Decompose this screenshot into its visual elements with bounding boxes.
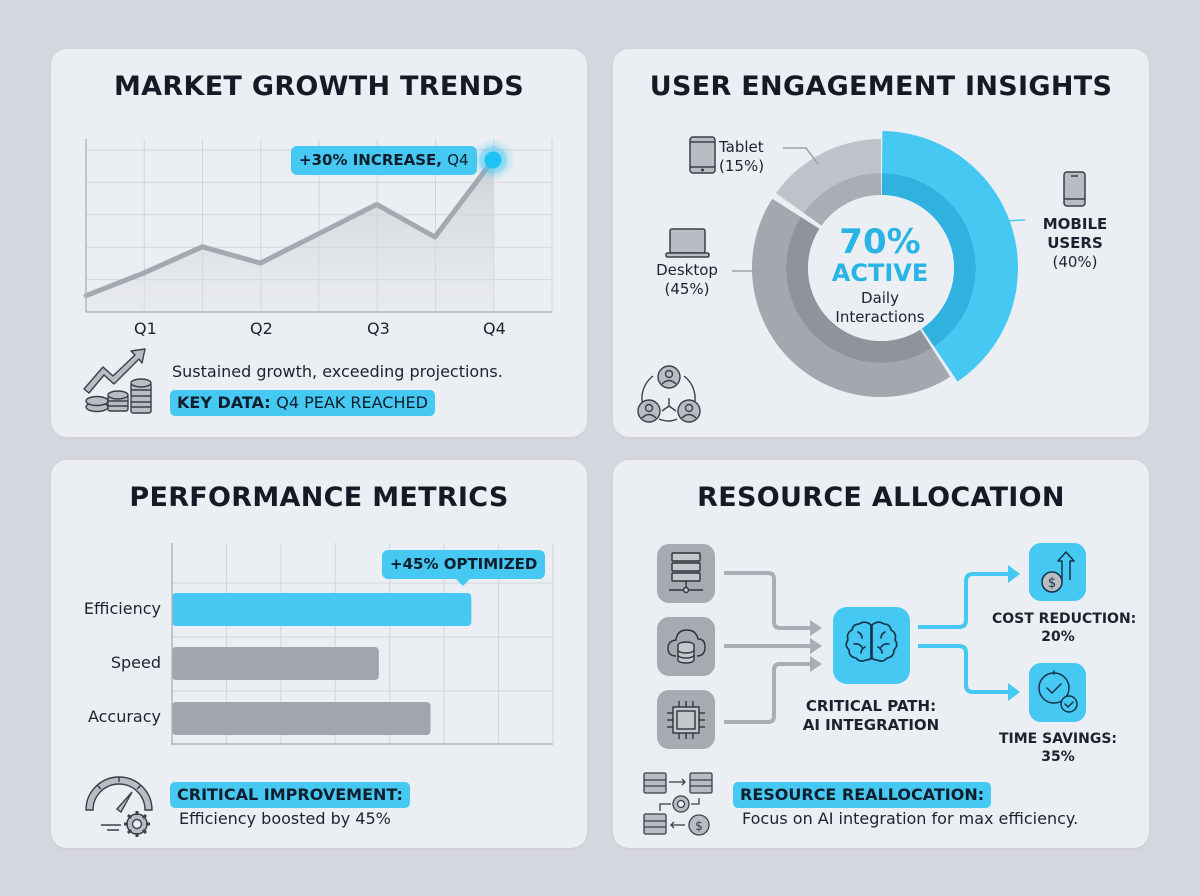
cloud-database-icon[interactable] xyxy=(657,617,715,676)
x-tick-q1: Q1 xyxy=(134,319,157,338)
mobile-label: MOBILE USERS (40%) xyxy=(1023,215,1127,272)
donut-segment-tablet[interactable] xyxy=(775,139,881,213)
input-connectors xyxy=(724,571,812,724)
resource-allocation-panel: RESOURCE ALLOCATION xyxy=(613,460,1149,848)
hub-label: CRITICAL PATH: AI INTEGRATION xyxy=(801,697,941,735)
y-tick-accuracy: Accuracy xyxy=(87,707,161,726)
peak-callout: +30% INCREASE, Q4 xyxy=(291,146,477,175)
panel-title: RESOURCE ALLOCATION xyxy=(697,482,1065,513)
callout-pointer xyxy=(456,579,470,586)
cpu-chip-icon[interactable] xyxy=(657,690,715,749)
speedometer-gear-icon xyxy=(85,776,153,837)
mobile-leader-line xyxy=(1001,219,1026,222)
market-growth-panel: MARKET GROWTH TRENDS +30% INCREASE, Q4 xyxy=(51,49,587,437)
donut-chart xyxy=(637,131,1086,423)
mobile-icon xyxy=(1063,171,1086,207)
key-data-label: KEY DATA: xyxy=(177,393,271,412)
peak-marker[interactable] xyxy=(471,138,515,182)
key-data-badge: KEY DATA: Q4 PEAK REACHED xyxy=(170,390,435,416)
donut-segment-mobile[interactable] xyxy=(881,131,1018,382)
reallocation-badge: RESOURCE REALLOCATION: xyxy=(733,782,992,808)
bar-accuracy[interactable] xyxy=(172,702,431,735)
time-savings-label: TIME SAVINGS: 35% xyxy=(992,730,1124,766)
y-tick-efficiency: Efficiency xyxy=(83,599,161,618)
desktop-name: Desktop xyxy=(656,261,718,279)
donut-hole xyxy=(808,195,954,341)
center-sub-1: Daily xyxy=(861,289,899,307)
tablet-name: Tablet xyxy=(719,138,764,156)
donut-inner-desktop[interactable] xyxy=(786,216,933,363)
key-data-value: Q4 PEAK REACHED xyxy=(276,393,428,412)
donut-inner-mobile[interactable] xyxy=(881,173,976,347)
flow-diagram: $ xyxy=(643,543,1086,836)
growth-coins-icon xyxy=(83,348,152,414)
donut-inner-tablet[interactable] xyxy=(803,173,881,226)
tablet-icon xyxy=(689,136,716,174)
tablet-value: (15%) xyxy=(719,157,765,175)
desktop-value: (45%) xyxy=(664,280,710,298)
area-fill xyxy=(86,160,493,312)
dollar-up-arrow-icon[interactable]: $ xyxy=(1029,543,1086,601)
optimized-callout: +45% OPTIMIZED xyxy=(382,550,546,579)
panel-title: MARKET GROWTH TRENDS xyxy=(114,71,524,102)
bar-speed[interactable] xyxy=(172,647,379,680)
chart-grid xyxy=(172,543,554,744)
tablet-label: Tablet (15%) xyxy=(719,138,764,176)
mobile-name-1: MOBILE xyxy=(1042,215,1108,233)
summary-text: Efficiency boosted by 45% xyxy=(179,809,391,828)
tablet-leader-line xyxy=(783,147,819,165)
hub-label-1: CRITICAL PATH: xyxy=(805,697,937,715)
performance-metrics-panel: PERFORMANCE METRICS xyxy=(51,460,587,848)
trend-line xyxy=(83,157,496,299)
center-sub-2: Interactions xyxy=(835,308,925,326)
mobile-name-2: USERS xyxy=(1047,234,1103,252)
bar-chart xyxy=(85,543,554,837)
donut-segment-desktop[interactable] xyxy=(752,198,951,397)
cost-label: COST REDUCTION: xyxy=(992,611,1137,627)
x-tick-q3: Q3 xyxy=(367,319,390,338)
critical-improvement-badge: CRITICAL IMPROVEMENT: xyxy=(170,782,410,808)
time-value: 35% xyxy=(1041,749,1075,765)
reallocation-icon xyxy=(643,772,713,836)
cost-reduction-label: COST REDUCTION: 20% xyxy=(992,610,1137,646)
brain-icon[interactable] xyxy=(833,607,910,684)
cost-value: 20% xyxy=(1041,629,1075,645)
y-tick-speed: Speed xyxy=(110,653,161,672)
x-tick-q2: Q2 xyxy=(250,319,273,338)
user-engagement-panel: USER ENGAGEMENT INSIGHTS xyxy=(613,49,1149,437)
summary-text: Sustained growth, exceeding projections. xyxy=(172,362,503,381)
center-sub: Daily Interactions xyxy=(810,289,950,327)
server-icon[interactable] xyxy=(657,544,715,603)
center-value: 70% xyxy=(839,222,921,262)
panel-title: USER ENGAGEMENT INSIGHTS xyxy=(649,71,1113,102)
hub-label-2: AI INTEGRATION xyxy=(802,716,940,734)
output-connectors xyxy=(918,572,1010,694)
bar-efficiency[interactable] xyxy=(172,593,472,626)
time-label: TIME SAVINGS: xyxy=(998,731,1118,747)
mobile-value: (40%) xyxy=(1052,253,1098,271)
clock-check-icon[interactable] xyxy=(1029,663,1086,722)
svg-text:$: $ xyxy=(1048,576,1056,591)
desktop-label: Desktop (45%) xyxy=(649,261,725,299)
callout-light-text: Q4 xyxy=(447,151,469,169)
user-network-icon xyxy=(637,365,701,423)
callout-bold-text: +30% INCREASE, xyxy=(299,151,442,169)
line-chart xyxy=(83,138,553,313)
center-label: ACTIVE xyxy=(831,259,929,287)
panel-title: PERFORMANCE METRICS xyxy=(129,482,509,513)
dollar-glyph: $ xyxy=(695,819,703,833)
x-tick-q4: Q4 xyxy=(483,319,506,338)
summary-text: Focus on AI integration for max efficien… xyxy=(742,809,1079,828)
laptop-icon xyxy=(665,228,710,258)
